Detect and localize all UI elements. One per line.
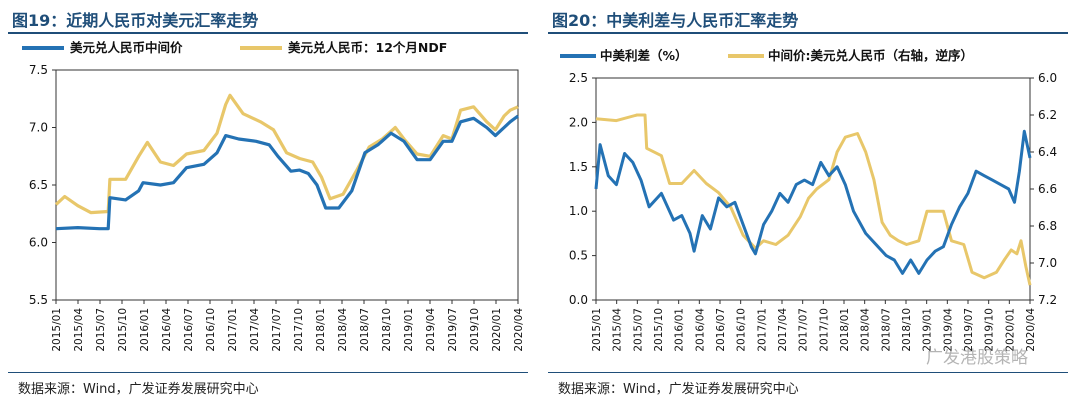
right-x-tick-label: 2015/04 <box>612 308 624 352</box>
right-x-tick-label: 2016/04 <box>694 308 706 352</box>
right-x-tick-label: 2019/07 <box>963 308 975 352</box>
left-x-tick-label: 2016/10 <box>205 308 217 352</box>
left-x-tick-label: 2017/10 <box>293 308 305 352</box>
right-right-y-tick-label: 7.0 <box>1038 256 1057 270</box>
left-x-tick-label: 2018/10 <box>381 308 393 352</box>
right-bottom-rule <box>548 372 1068 373</box>
left-x-tick-label: 2015/10 <box>117 308 129 352</box>
left-x-tick-label: 2018/04 <box>337 308 349 352</box>
right-legend-label: 中间价:美元兑人民币（右轴，逆序） <box>768 48 973 63</box>
right-x-tick-label: 2016/01 <box>674 308 686 352</box>
left-x-tick-label: 2015/01 <box>51 308 63 352</box>
left-series-line-1 <box>54 93 519 215</box>
right-x-tick-label: 2019/01 <box>922 308 934 352</box>
right-x-tick-label: 2018/07 <box>880 308 892 352</box>
right-right-y-tick-label: 6.4 <box>1038 145 1057 159</box>
left-x-tick-label: 2019/07 <box>447 308 459 352</box>
right-right-y-tick-label: 6.6 <box>1038 182 1057 196</box>
right-series-line-fx <box>595 113 1032 286</box>
left-x-tick-label: 2020/01 <box>491 308 503 352</box>
right-x-tick-label: 2018/01 <box>839 308 851 352</box>
right-left-y-tick-label: 2.5 <box>569 71 588 85</box>
right-right-y-tick-label: 6.0 <box>1038 71 1057 85</box>
right-title-rule <box>548 32 1068 34</box>
right-left-y-tick-label: 2.0 <box>569 115 588 129</box>
left-y-tick-label: 7.5 <box>29 63 48 77</box>
left-plot-frame <box>55 69 519 301</box>
right-x-tick-label: 2017/04 <box>777 308 789 352</box>
right-x-tick-label: 2015/10 <box>653 308 665 352</box>
right-x-tick-label: 2016/07 <box>715 308 727 352</box>
right-right-y-tick-label: 7.2 <box>1038 293 1057 307</box>
left-x-tick-label: 2017/04 <box>249 308 261 352</box>
left-y-tick-label: 6.0 <box>29 236 48 250</box>
right-x-tick-label: 2020/04 <box>1025 308 1037 352</box>
left-x-tick-label: 2017/01 <box>227 308 239 352</box>
watermark-logo: 广发港股策略 <box>926 348 1028 368</box>
left-chart-title: 图19：近期人民币对美元汇率走势 <box>12 11 259 30</box>
right-left-y-tick-label: 1.5 <box>569 160 588 174</box>
right-chart-title: 图20：中美利差与人民币汇率走势 <box>552 11 799 30</box>
left-x-tick-label: 2018/07 <box>359 308 371 352</box>
right-x-tick-label: 2015/07 <box>632 308 644 352</box>
right-source-note: 数据来源：Wind，广发证券发展研究中心 <box>558 382 799 397</box>
left-title-rule <box>8 32 528 34</box>
right-x-tick-label: 2017/01 <box>756 308 768 352</box>
left-chart-panel: 图19：近期人民币对美元汇率走势 7.5 7.0 6.5 6.0 5.5 2015/01 2… <box>8 11 528 397</box>
right-right-y-tick-label: 6.8 <box>1038 219 1057 233</box>
right-legend-label: 中美利差（%） <box>600 48 688 63</box>
right-x-tick-label: 2015/01 <box>591 308 603 352</box>
left-x-tick-label: 2020/04 <box>513 308 525 352</box>
right-x-tick-label: 2018/10 <box>901 308 913 352</box>
left-x-tick-label: 2017/07 <box>271 308 283 352</box>
left-x-tick-label: 2016/01 <box>139 308 151 352</box>
left-x-tick-label: 2016/04 <box>161 308 173 352</box>
right-plot-frame <box>595 77 1031 301</box>
right-left-y-tick-label: 0.5 <box>569 249 588 263</box>
left-y-tick-label: 5.5 <box>29 293 48 307</box>
left-y-tick-label: 7.0 <box>29 121 48 135</box>
left-source-note: 数据来源：Wind，广发证券发展研究中心 <box>18 382 259 397</box>
right-x-tick-label: 2019/10 <box>984 308 996 352</box>
left-x-tick-label: 2019/04 <box>425 308 437 352</box>
left-legend-label: 美元兑人民币中间价 <box>70 40 183 55</box>
right-left-y-tick-label: 1.0 <box>569 204 588 218</box>
right-x-tick-label: 2019/04 <box>942 308 954 352</box>
right-series-line-spread <box>594 129 1032 275</box>
left-legend-label: 美元兑人民币：12个月NDF <box>288 40 447 55</box>
right-chart-panel: 图20：中美利差与人民币汇率走势 2.5 2.0 1.5 1.0 0.5 0.0 6.0 6.… <box>540 0 1080 408</box>
left-x-tick-label: 2019/10 <box>469 308 481 352</box>
left-bottom-rule <box>8 372 528 373</box>
left-y-tick-label: 6.5 <box>29 178 48 192</box>
left-x-tick-label: 2018/01 <box>315 308 327 352</box>
left-x-tick-label: 2015/04 <box>73 308 85 352</box>
right-x-tick-label: 2017/10 <box>818 308 830 352</box>
right-x-tick-label: 2016/10 <box>736 308 748 352</box>
left-x-tick-label: 2015/07 <box>95 308 107 352</box>
right-x-tick-label: 2017/07 <box>798 308 810 352</box>
right-x-tick-label: 2018/04 <box>860 308 872 352</box>
right-x-tick-label: 2020/01 <box>1004 308 1016 352</box>
right-chart-svg: 2.52.01.51.00.50.06.06.26.46.66.87.07.22… <box>560 48 1057 352</box>
left-x-tick-label: 2019/01 <box>403 308 415 352</box>
right-left-y-tick-label: 0.0 <box>569 293 588 307</box>
right-right-y-tick-label: 6.2 <box>1038 108 1057 122</box>
left-series-line-0 <box>55 114 519 231</box>
left-x-tick-label: 2016/07 <box>183 308 195 352</box>
